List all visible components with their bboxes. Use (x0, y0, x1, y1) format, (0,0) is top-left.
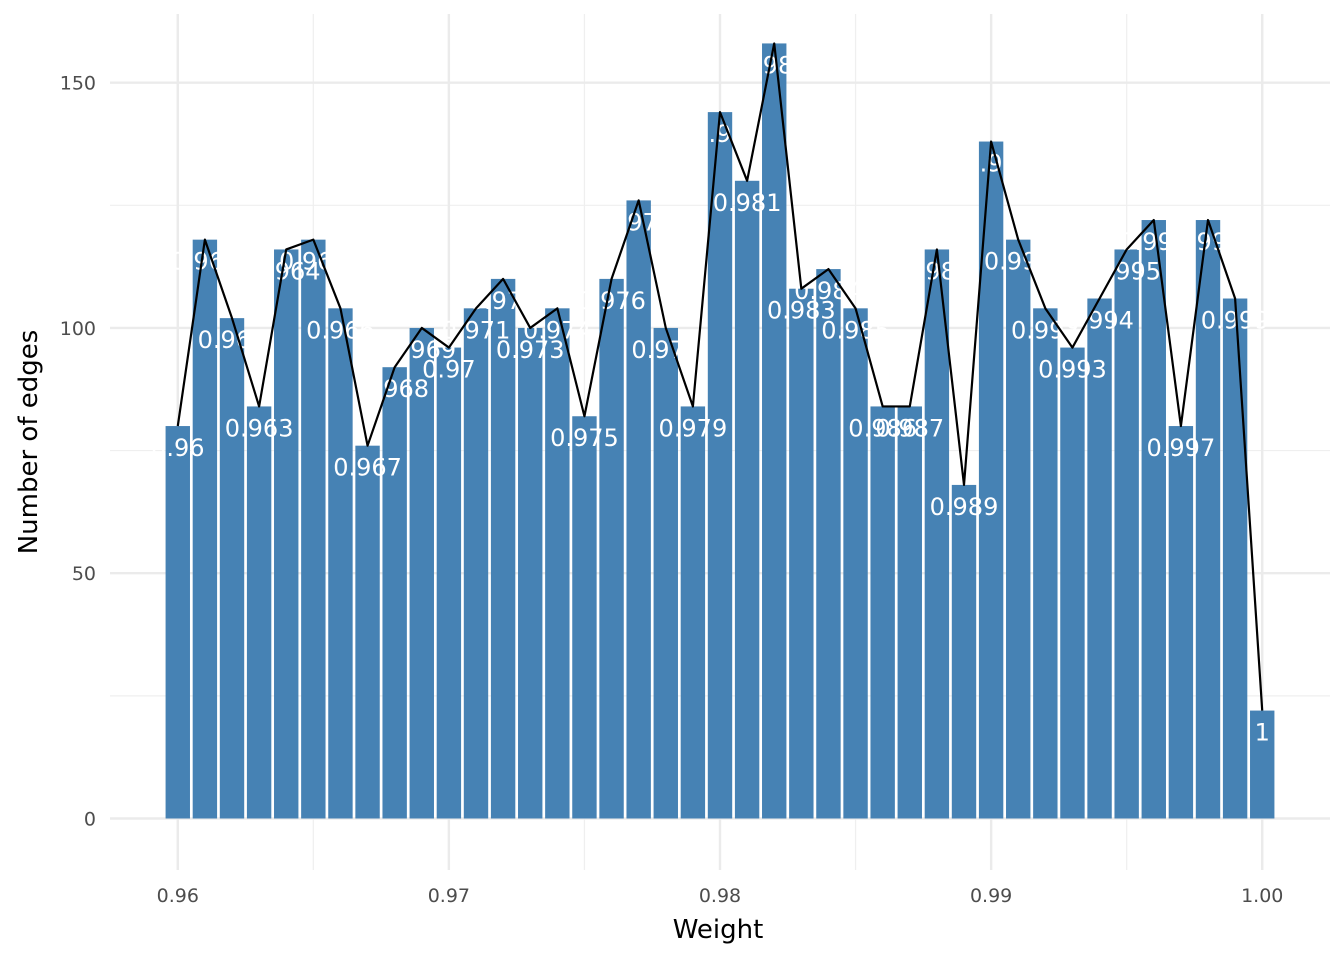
bar-value-label: 0.998 (1174, 228, 1243, 256)
bar (707, 112, 733, 819)
bar (1168, 426, 1194, 819)
bar (518, 327, 543, 819)
bar-value-label: 0.984 (794, 277, 863, 305)
bar (843, 308, 868, 819)
x-tick-label: 0.97 (428, 885, 470, 907)
bar (382, 367, 407, 819)
bar-value-label: 0.996 (1119, 228, 1188, 256)
bar-value-label: 0.968 (360, 375, 429, 403)
bar (192, 239, 218, 819)
bar-value-label: 0.963 (225, 414, 294, 442)
bar (734, 180, 760, 819)
bar-value-label: 0.976 (577, 287, 646, 315)
bar (870, 406, 895, 819)
bar (897, 406, 922, 819)
bar (789, 288, 814, 819)
bar (572, 416, 597, 819)
bar-value-label: 0.975 (550, 424, 619, 452)
bar (490, 278, 516, 819)
bar (1060, 347, 1085, 819)
bar (1195, 220, 1221, 819)
bar-value-label: 0.993 (1038, 356, 1107, 384)
bar (436, 347, 462, 819)
bar (680, 406, 706, 819)
x-axis-title: Weight (673, 915, 764, 945)
series-line (176, 42, 1264, 711)
bar-value-label: 0.966 (306, 316, 375, 344)
bar (653, 327, 678, 819)
bar (924, 249, 950, 819)
bar-value-label: 0.981 (713, 189, 782, 217)
bar (626, 200, 651, 819)
x-tick-label: 1.00 (1241, 885, 1283, 907)
x-tick-label: 0.99 (970, 885, 1012, 907)
bar (1250, 710, 1275, 819)
y-tick-label: 0 (84, 808, 96, 830)
bar (301, 239, 326, 819)
bar (328, 308, 353, 819)
bar (1114, 249, 1139, 819)
bar (599, 278, 624, 819)
bar-value-label: 0.997 (1147, 434, 1216, 462)
bar (219, 318, 245, 819)
bar-value-label: 0.98 (693, 120, 746, 148)
bar (1033, 308, 1058, 819)
bar-value-label: 0.967 (333, 454, 402, 482)
bar (951, 484, 977, 819)
bar (816, 269, 841, 819)
bar-value-label: 0.973 (496, 336, 565, 364)
bar (762, 43, 787, 819)
bar-value-label: 0.982 (740, 51, 809, 79)
y-tick-label: 50 (72, 563, 96, 585)
bar-value-label: 0.985 (821, 316, 890, 344)
bar-value-label: 0.987 (875, 414, 944, 442)
bar-value-label: 0.962 (198, 326, 267, 354)
bars-layer (165, 43, 1275, 819)
bar-value-label: 1 (1255, 719, 1270, 747)
bar (1141, 220, 1166, 819)
y-tick-label: 100 (60, 318, 96, 340)
bar (545, 308, 570, 819)
bar-value-label: 0.983 (767, 297, 836, 325)
bar-value-label: 0.978 (631, 336, 700, 364)
x-tick-label: 0.96 (157, 885, 199, 907)
bar (463, 308, 489, 819)
ticks-layer: 0.96 0.97 0.98 0.99 1.00 0 50 100 150 (60, 73, 1284, 907)
bar-value-label: 0.991 (984, 248, 1053, 276)
bar (165, 426, 190, 819)
bar-value-label: 0.96 (151, 434, 204, 462)
bar-value-label: 0.964 (252, 257, 321, 285)
bar-value-label: 0.97 (422, 356, 475, 384)
bar (274, 249, 299, 819)
bar-value-label: 0.965 (279, 248, 348, 276)
bar (1006, 239, 1031, 819)
line-layer (176, 42, 1264, 711)
bar-value-label: 0.988 (903, 257, 972, 285)
bar (1087, 298, 1112, 819)
bar-value-label: 0.977 (604, 208, 673, 236)
bar-value-label: 0.989 (930, 493, 999, 521)
bar (246, 406, 272, 819)
bar-value-label: 0.979 (659, 414, 728, 442)
y-axis-title: Number of edges (14, 330, 44, 555)
bar-value-label: 0.995 (1092, 257, 1161, 285)
bar-value-label: 0.986 (848, 414, 917, 442)
bar (1222, 298, 1248, 819)
bar (409, 327, 434, 819)
bar-value-label: 0.974 (523, 316, 592, 344)
y-tick-label: 150 (60, 73, 96, 95)
bar-value-label: 0.994 (1065, 307, 1134, 335)
bar-value-label: 0.972 (469, 287, 538, 315)
x-tick-label: 0.98 (699, 885, 741, 907)
bar (355, 445, 380, 819)
bar-value-label: 0.961 (171, 248, 240, 276)
